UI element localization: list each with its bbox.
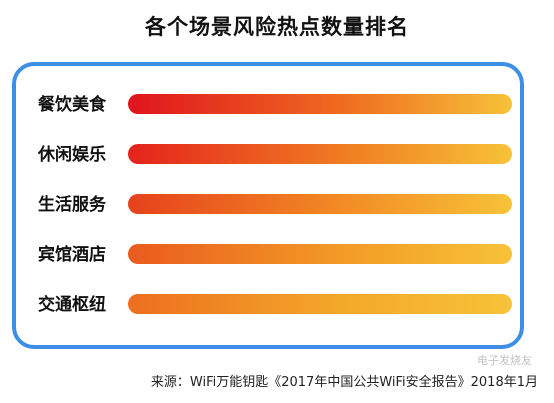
watermark: 电子发烧友 [477,354,532,367]
source-note: 来源：WiFi万能钥匙《2017年中国公共WiFi安全报告》2018年1月 [150,375,538,390]
category-label: 宾馆酒店 [38,244,106,265]
chart-frame [12,62,524,349]
category-label: 休闲娱乐 [37,144,106,165]
chart-title: 各个场景风险热点数量排名 [145,15,409,39]
bar [128,294,512,314]
bar [128,194,512,214]
category-label: 生活服务 [38,194,107,215]
category-label: 餐饮美食 [38,94,107,115]
bar [128,244,512,264]
bar [128,94,512,114]
bar [128,144,512,164]
category-label: 交通枢纽 [38,294,106,315]
